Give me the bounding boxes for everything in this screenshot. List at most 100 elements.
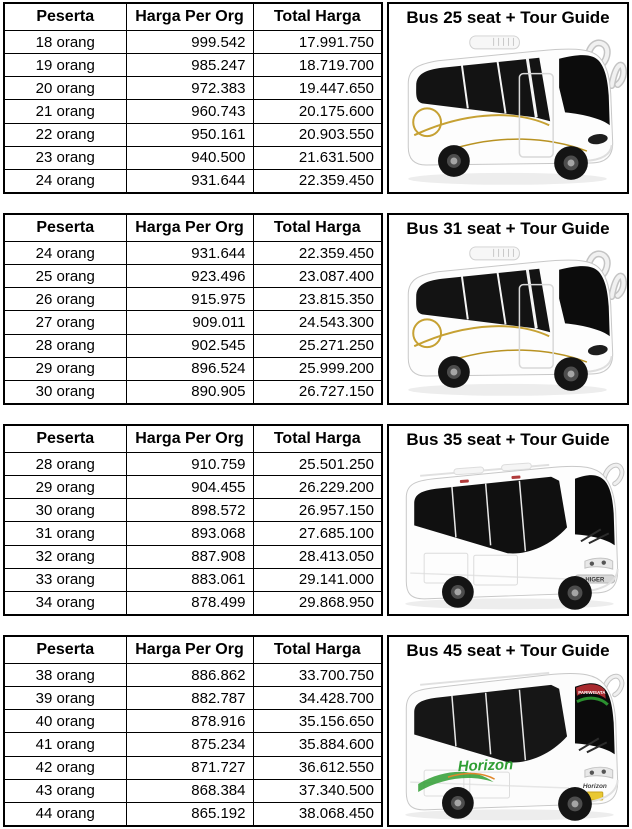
column-header-total-harga: Total Harga	[252, 424, 383, 453]
table-row: 31 orang 893.068 27.685.100	[3, 521, 383, 546]
cell-harga-per-org: 890.905	[125, 379, 254, 405]
cell-peserta: 26 orang	[3, 287, 127, 312]
bus-panel: Bus 35 seat + Tour Guide	[387, 424, 629, 616]
table-row: 44 orang 865.192 38.068.450	[3, 801, 383, 827]
cell-peserta: 24 orang	[3, 240, 127, 266]
cell-peserta: 42 orang	[3, 755, 127, 780]
table-row: 39 orang 882.787 34.428.700	[3, 686, 383, 711]
cell-peserta: 19 orang	[3, 53, 127, 78]
price-table: Peserta Harga Per Org Total Harga 28 ora…	[3, 424, 383, 616]
table-row: 22 orang 950.161 20.903.550	[3, 122, 383, 147]
table-row: 28 orang 910.759 25.501.250	[3, 451, 383, 477]
cell-peserta: 18 orang	[3, 29, 127, 55]
cell-harga-per-org: 878.499	[125, 590, 254, 616]
cell-harga-per-org: 915.975	[125, 287, 254, 312]
table-row: 42 orang 871.727 36.612.550	[3, 755, 383, 780]
cell-total-harga: 20.175.600	[252, 99, 383, 124]
cell-harga-per-org: 893.068	[125, 521, 254, 546]
cell-total-harga: 17.991.750	[252, 29, 383, 55]
bus-side-logo-text: Horizon	[458, 757, 514, 775]
column-header-total-harga: Total Harga	[252, 635, 383, 664]
table-row: 20 orang 972.383 19.447.650	[3, 76, 383, 101]
cell-peserta: 41 orang	[3, 732, 127, 757]
cell-harga-per-org: 950.161	[125, 122, 254, 147]
table-row: 29 orang 904.455 26.229.200	[3, 475, 383, 500]
cell-total-harga: 20.903.550	[252, 122, 383, 147]
price-section-bus-25: Peserta Harga Per Org Total Harga 18 ora…	[3, 2, 629, 194]
cell-harga-per-org: 999.542	[125, 29, 254, 55]
cell-peserta: 20 orang	[3, 76, 127, 101]
cell-peserta: 28 orang	[3, 333, 127, 358]
cell-peserta: 44 orang	[3, 801, 127, 827]
bus-31-image	[389, 239, 627, 403]
cell-total-harga: 25.999.200	[252, 356, 383, 381]
cell-harga-per-org: 878.916	[125, 709, 254, 734]
cell-peserta: 25 orang	[3, 264, 127, 289]
bus-25-image	[389, 28, 627, 192]
cell-harga-per-org: 871.727	[125, 755, 254, 780]
table-header-row: Peserta Harga Per Org Total Harga	[3, 2, 383, 31]
cell-harga-per-org: 910.759	[125, 451, 254, 477]
cell-peserta: 29 orang	[3, 356, 127, 381]
cell-peserta: 21 orang	[3, 99, 127, 124]
price-table: Peserta Harga Per Org Total Harga 18 ora…	[3, 2, 383, 194]
cell-harga-per-org: 896.524	[125, 356, 254, 381]
cell-total-harga: 18.719.700	[252, 53, 383, 78]
table-row: 24 orang 931.644 22.359.450	[3, 168, 383, 194]
cell-peserta: 33 orang	[3, 567, 127, 592]
cell-total-harga: 25.271.250	[252, 333, 383, 358]
cell-harga-per-org: 868.384	[125, 778, 254, 803]
table-header-row: Peserta Harga Per Org Total Harga	[3, 213, 383, 242]
cell-peserta: 43 orang	[3, 778, 127, 803]
price-section-bus-45: Peserta Harga Per Org Total Harga 38 ora…	[3, 635, 629, 827]
coach-bus-horizon-illustration: PARIWISATA Horizon Horizon	[405, 672, 625, 822]
price-section-bus-31: Peserta Harga Per Org Total Harga 24 ora…	[3, 213, 629, 405]
bus-45-image: PARIWISATA Horizon Horizon	[389, 661, 627, 825]
column-header-harga-per-org: Harga Per Org	[125, 2, 254, 31]
cell-harga-per-org: 923.496	[125, 264, 254, 289]
cell-harga-per-org: 865.192	[125, 801, 254, 827]
cell-peserta: 31 orang	[3, 521, 127, 546]
cell-total-harga: 26.229.200	[252, 475, 383, 500]
cell-total-harga: 35.156.650	[252, 709, 383, 734]
cell-peserta: 27 orang	[3, 310, 127, 335]
column-header-total-harga: Total Harga	[252, 213, 383, 242]
cell-harga-per-org: 883.061	[125, 567, 254, 592]
cell-total-harga: 23.815.350	[252, 287, 383, 312]
cell-peserta: 24 orang	[3, 168, 127, 194]
bus-35-image: HIGER	[389, 450, 627, 614]
cell-harga-per-org: 887.908	[125, 544, 254, 569]
table-row: 26 orang 915.975 23.815.350	[3, 287, 383, 312]
cell-total-harga: 28.413.050	[252, 544, 383, 569]
table-header-row: Peserta Harga Per Org Total Harga	[3, 635, 383, 664]
table-row: 33 orang 883.061 29.141.000	[3, 567, 383, 592]
cell-peserta: 30 orang	[3, 379, 127, 405]
table-row: 34 orang 878.499 29.868.950	[3, 590, 383, 616]
cell-harga-per-org: 875.234	[125, 732, 254, 757]
cell-total-harga: 38.068.450	[252, 801, 383, 827]
bus-front-brand-text: HIGER	[585, 578, 605, 584]
table-row: 43 orang 868.384 37.340.500	[3, 778, 383, 803]
cell-total-harga: 29.868.950	[252, 590, 383, 616]
bus-windshield-banner-text: PARIWISATA	[578, 690, 606, 695]
bus-panel: Bus 31 seat + Tour Guide	[387, 213, 629, 405]
cell-harga-per-org: 882.787	[125, 686, 254, 711]
cell-total-harga: 22.359.450	[252, 168, 383, 194]
cell-harga-per-org: 931.644	[125, 240, 254, 266]
cell-peserta: 22 orang	[3, 122, 127, 147]
bus-title: Bus 35 seat + Tour Guide	[406, 430, 610, 449]
column-header-harga-per-org: Harga Per Org	[125, 424, 254, 453]
table-row: 18 orang 999.542 17.991.750	[3, 29, 383, 55]
cell-harga-per-org: 902.545	[125, 333, 254, 358]
cell-total-harga: 27.685.100	[252, 521, 383, 546]
cell-harga-per-org: 985.247	[125, 53, 254, 78]
cell-peserta: 28 orang	[3, 451, 127, 477]
table-row: 21 orang 960.743 20.175.600	[3, 99, 383, 124]
column-header-peserta: Peserta	[3, 213, 127, 242]
cell-peserta: 38 orang	[3, 662, 127, 688]
table-row: 27 orang 909.011 24.543.300	[3, 310, 383, 335]
column-header-peserta: Peserta	[3, 424, 127, 453]
column-header-peserta: Peserta	[3, 2, 127, 31]
table-row: 38 orang 886.862 33.700.750	[3, 662, 383, 688]
column-header-harga-per-org: Harga Per Org	[125, 213, 254, 242]
